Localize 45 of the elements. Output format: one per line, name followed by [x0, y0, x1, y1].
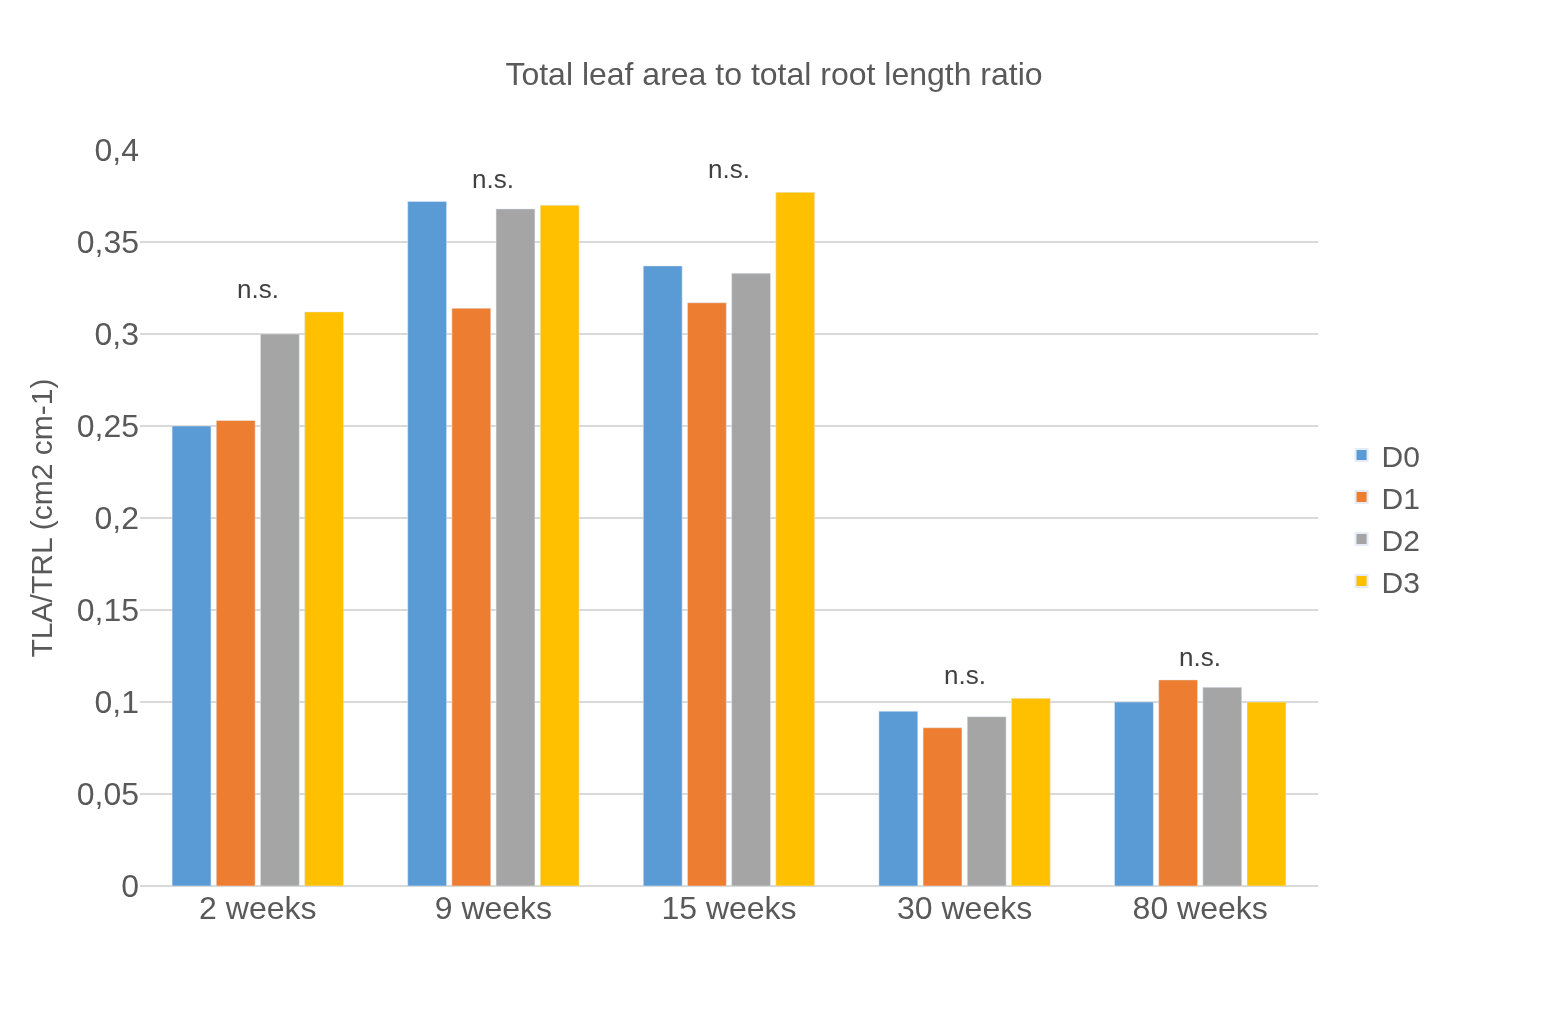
y-tick-label: 0,25: [76, 408, 139, 445]
bar: [539, 204, 580, 886]
y-axis-title: TLA/TRL (cm2 cm-1): [24, 378, 58, 658]
bar: [216, 420, 256, 886]
y-tick-label: 0,1: [94, 684, 139, 721]
legend-label: D1: [1381, 481, 1420, 515]
bar: [495, 208, 536, 886]
y-tick-label: 0,3: [94, 316, 139, 353]
y-tick-label: 0,15: [76, 592, 139, 629]
annotation: n.s.: [472, 164, 514, 194]
bar: [1114, 701, 1154, 886]
legend-label: D0: [1381, 439, 1420, 473]
y-tick-label: 0,35: [76, 224, 139, 261]
x-tick-label: 2 weeks: [199, 890, 317, 926]
bar: [260, 333, 300, 886]
x-tick-label: 9 weeks: [434, 890, 553, 926]
x-tick-label: 15 weeks: [661, 890, 797, 926]
bar: [775, 192, 815, 886]
bar: [1158, 679, 1198, 886]
annotation: n.s.: [944, 660, 986, 690]
bar: [304, 311, 344, 886]
bar: [171, 425, 212, 886]
legend-label: D2: [1381, 523, 1420, 557]
bar: [1246, 701, 1287, 886]
bar: [687, 302, 727, 886]
annotation: n.s.: [1179, 642, 1221, 672]
x-tick-label: 30 weeks: [897, 890, 1033, 926]
bar: [967, 716, 1007, 886]
x-tick-label: 80 weeks: [1132, 890, 1268, 926]
y-tick-label: 0,2: [94, 500, 139, 537]
bar: [922, 727, 963, 886]
annotation: n.s.: [708, 154, 750, 184]
y-tick-label: 0,4: [94, 132, 139, 169]
bar: [451, 307, 491, 886]
bar: [407, 201, 447, 886]
bar: [1202, 687, 1242, 886]
y-tick-label: 0: [121, 868, 139, 905]
bar: [643, 265, 683, 886]
bar: [878, 710, 919, 886]
chart-title: Total leaf area to total root length ratio: [505, 55, 1043, 92]
y-tick-label: 0,05: [76, 776, 139, 813]
bar: [731, 273, 771, 886]
annotation: n.s.: [237, 274, 279, 304]
legend-label: D3: [1381, 565, 1420, 599]
bar: [1011, 698, 1051, 886]
